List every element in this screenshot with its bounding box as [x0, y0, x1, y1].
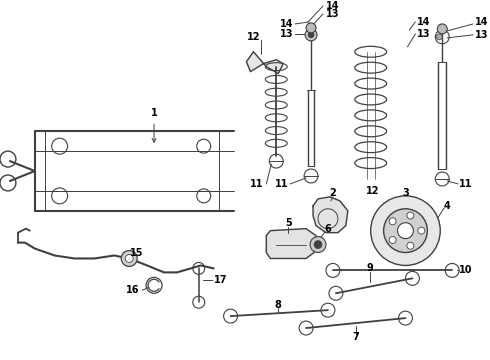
Text: 13: 13	[280, 29, 293, 39]
Circle shape	[125, 255, 133, 262]
Text: 5: 5	[285, 218, 292, 228]
Text: 14: 14	[475, 17, 489, 27]
Text: 13: 13	[475, 30, 489, 40]
Text: 10: 10	[459, 265, 473, 275]
Circle shape	[121, 251, 137, 266]
Circle shape	[384, 209, 427, 252]
Polygon shape	[246, 52, 283, 74]
Circle shape	[308, 32, 314, 38]
Text: 13: 13	[326, 9, 340, 19]
Text: 14: 14	[326, 1, 340, 11]
Text: 13: 13	[417, 29, 431, 39]
Text: 2: 2	[330, 188, 336, 198]
Text: 4: 4	[444, 201, 451, 211]
Circle shape	[407, 212, 414, 219]
Text: 11: 11	[275, 179, 288, 189]
Text: 15: 15	[130, 248, 144, 257]
Circle shape	[389, 237, 396, 243]
Text: 1: 1	[150, 108, 157, 142]
Text: 16: 16	[125, 285, 139, 295]
Circle shape	[436, 34, 442, 40]
Polygon shape	[313, 197, 348, 233]
Circle shape	[306, 23, 316, 33]
Text: 14: 14	[280, 19, 293, 29]
Text: 11: 11	[459, 179, 473, 189]
Polygon shape	[267, 229, 316, 258]
Text: 11: 11	[249, 179, 263, 189]
Circle shape	[437, 24, 447, 34]
Text: 9: 9	[367, 264, 373, 273]
Text: 6: 6	[324, 224, 331, 234]
Circle shape	[314, 240, 322, 248]
Text: 7: 7	[352, 332, 359, 342]
Circle shape	[305, 29, 317, 41]
Circle shape	[371, 196, 440, 265]
Text: 12: 12	[366, 186, 379, 196]
Circle shape	[389, 218, 396, 225]
Text: 14: 14	[417, 17, 431, 27]
Circle shape	[407, 242, 414, 249]
Text: 12: 12	[246, 32, 260, 42]
Circle shape	[310, 237, 326, 252]
Text: 8: 8	[275, 300, 282, 310]
Circle shape	[418, 227, 425, 234]
Text: 3: 3	[402, 188, 409, 198]
Circle shape	[397, 223, 414, 239]
Text: 17: 17	[214, 275, 227, 285]
